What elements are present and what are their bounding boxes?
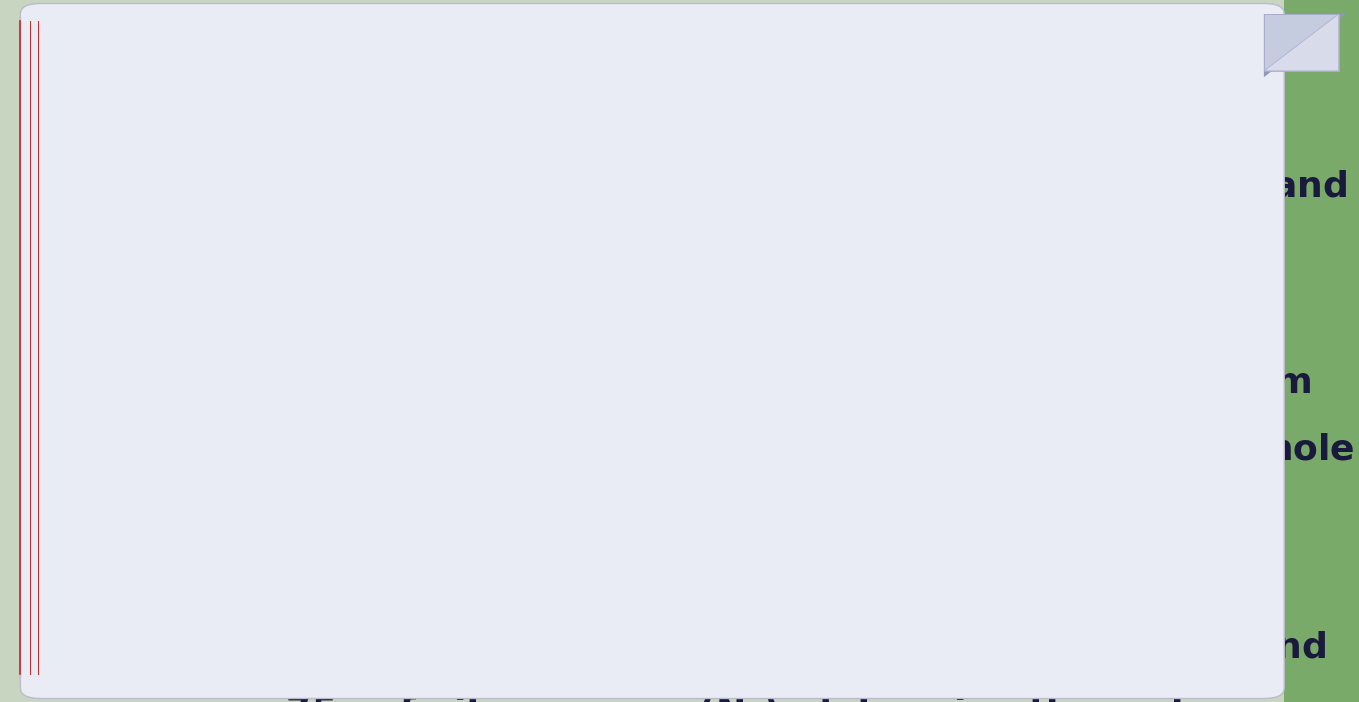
Text: fraction of potassium chloride and water in the: fraction of potassium chloride and water…: [223, 496, 1249, 529]
Text: 75g of nitrogen gas (N$_2$), determine the mole: 75g of nitrogen gas (N$_2$), determine t…: [223, 694, 1208, 702]
Text: 60g of methanol (CH$_3$OH). Determine the mole: 60g of methanol (CH$_3$OH). Determine th…: [223, 233, 1233, 271]
Text: solution.: solution.: [223, 560, 463, 595]
Text: Mole Fraction : Practice !: Mole Fraction : Practice !: [234, 122, 685, 153]
Text: 1)  In a mixture, there are 40g of ethanol (C$_2$H$_5$OH) and: 1) In a mixture, there are 40g of ethano…: [223, 168, 1347, 206]
Text: fraction of ethanol and methanol in the mixture.: fraction of ethanol and methanol in the …: [223, 298, 1276, 332]
Text: chloride (KCl) and 85g of water (H$_2$O). Find the mole: chloride (KCl) and 85g of water (H$_2$O)…: [223, 431, 1354, 469]
Text: 2)  A solution is made by dissolving 15g of potassium: 2) A solution is made by dissolving 15g …: [223, 366, 1313, 400]
Text: 3)  If a mixture contains 25g of hydrogen gas (H$_2$) and: 3) If a mixture contains 25g of hydrogen…: [223, 628, 1326, 667]
